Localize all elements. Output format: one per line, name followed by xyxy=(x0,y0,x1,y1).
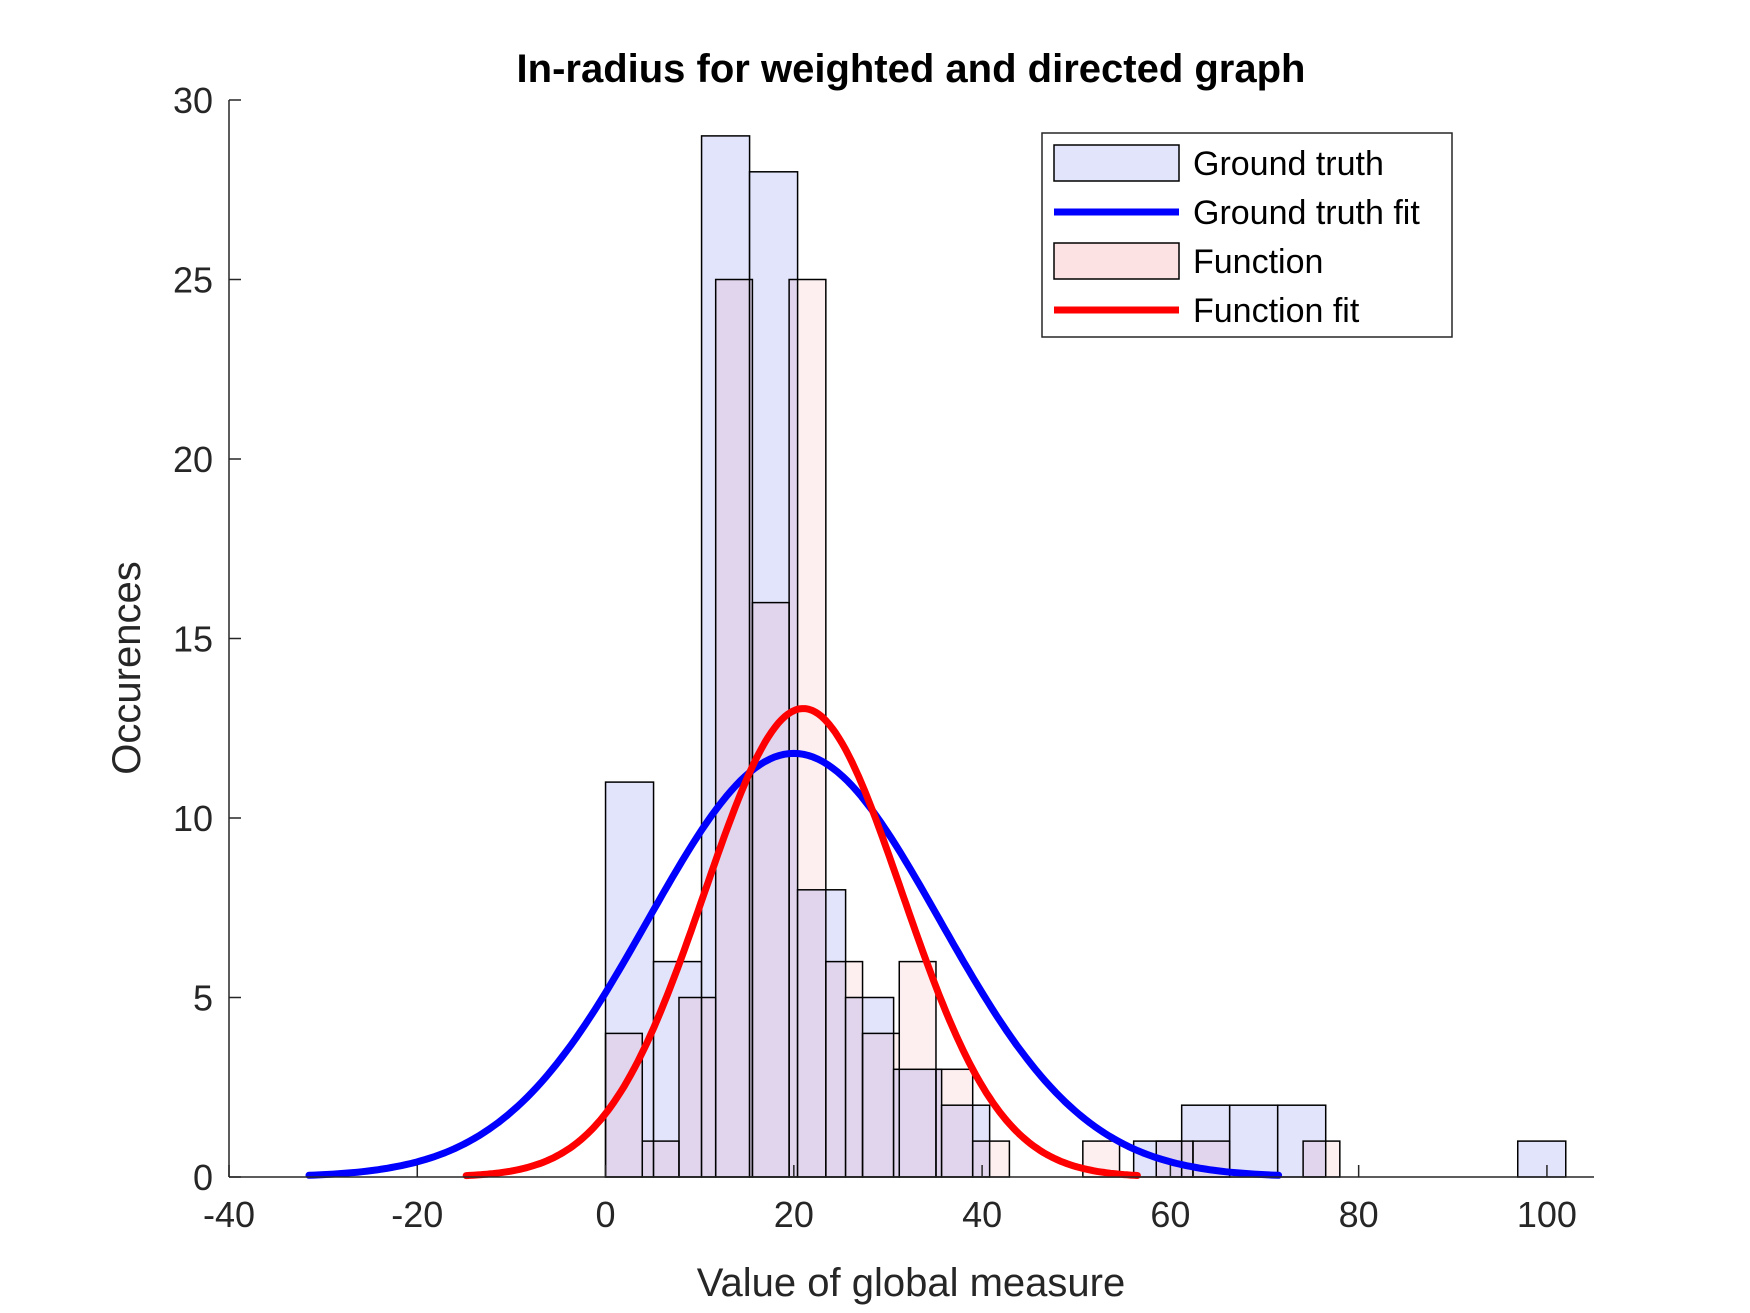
y-axis-label: Occurences xyxy=(105,561,149,774)
ground-truth-bar-10 xyxy=(1228,1104,1279,1178)
legend-label: Ground truth fit xyxy=(1193,194,1420,232)
function-bar-8 xyxy=(898,960,937,1178)
function-bar-14 xyxy=(1302,1140,1341,1178)
function-bar-7 xyxy=(861,1032,901,1178)
legend: Ground truth Ground truth fit Function Func… xyxy=(1041,132,1453,338)
legend-label: Ground truth xyxy=(1193,145,1384,183)
legend-label: Function xyxy=(1193,243,1323,281)
y-tick-label: 25 xyxy=(173,260,213,301)
legend-swatch-2 xyxy=(1053,242,1180,280)
y-tick-label: 20 xyxy=(173,439,213,480)
y-tick-label: 30 xyxy=(173,80,213,121)
y-tick-label: 10 xyxy=(173,798,213,839)
function-bar-5 xyxy=(788,278,827,1178)
function-bar-2 xyxy=(678,996,717,1178)
function-bar-10 xyxy=(971,1140,1011,1178)
y-tick-label: 15 xyxy=(173,619,213,660)
x-tick-label: 40 xyxy=(962,1194,1002,1235)
x-tick-label: -20 xyxy=(391,1194,443,1235)
legend-swatch-0 xyxy=(1053,144,1180,182)
function-bar-6 xyxy=(825,960,864,1178)
legend-label: Function fit xyxy=(1193,292,1360,330)
x-axis-label: Value of global measure xyxy=(697,1261,1125,1305)
x-tick-label: 80 xyxy=(1339,1194,1379,1235)
function-bar-1 xyxy=(641,1140,680,1178)
x-tick-label: 100 xyxy=(1517,1194,1577,1235)
function-bar-9 xyxy=(935,1068,974,1178)
x-tick-label: 20 xyxy=(774,1194,814,1235)
function-fit-curve xyxy=(462,705,1141,1180)
chart-title: In-radius for weighted and directed grap… xyxy=(517,47,1306,91)
x-tick-label: 0 xyxy=(596,1194,616,1235)
ground-truth-bar-12 xyxy=(1516,1140,1567,1178)
function-bar-3 xyxy=(714,278,754,1178)
y-tick-label: 5 xyxy=(193,978,213,1019)
axes: -40 -20 0 20 40 60 80 100 0 5 10 15 20 25 30 xyxy=(173,80,1594,1235)
ground-truth-fit-curve xyxy=(305,749,1283,1179)
x-tick-label: 60 xyxy=(1150,1194,1190,1235)
plot-area xyxy=(305,135,1567,1180)
y-tick-label: 0 xyxy=(193,1157,213,1198)
x-tick-label: -40 xyxy=(203,1194,255,1235)
function-bar-4 xyxy=(751,601,790,1178)
